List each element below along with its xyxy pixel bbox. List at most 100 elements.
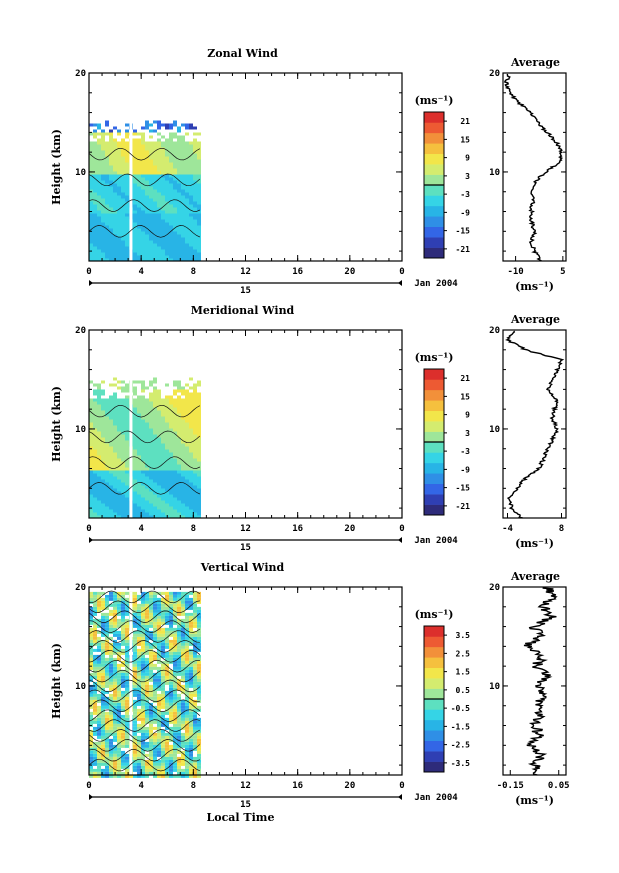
heatmap-cell bbox=[133, 210, 137, 214]
heatmap-cell bbox=[169, 398, 173, 402]
heatmap-cell bbox=[89, 255, 93, 259]
heatmap-cell bbox=[177, 732, 181, 736]
heatmap-cell bbox=[117, 630, 121, 634]
heatmap-cell bbox=[161, 446, 165, 450]
heatmap-cell bbox=[89, 651, 93, 655]
heatmap-cell bbox=[169, 464, 173, 468]
heatmap-cell bbox=[177, 726, 181, 730]
heatmap-cell bbox=[197, 246, 201, 250]
heatmap-cell bbox=[197, 594, 201, 598]
heatmap-cell bbox=[117, 723, 121, 727]
heatmap-cell bbox=[97, 630, 101, 634]
heatmap-cell bbox=[93, 135, 97, 139]
heatmap-cell bbox=[125, 440, 129, 444]
heatmap-cell bbox=[197, 132, 201, 136]
heatmap-cell bbox=[169, 395, 173, 399]
heatmap-cell bbox=[165, 219, 169, 223]
heatmap-cell bbox=[133, 774, 137, 778]
heatmap-cell bbox=[105, 410, 109, 414]
heatmap-cell bbox=[177, 624, 181, 628]
heatmap-cell bbox=[185, 389, 189, 393]
heatmap-cell bbox=[189, 714, 193, 718]
heatmap-cell bbox=[145, 237, 149, 241]
heatmap-cell bbox=[101, 705, 105, 709]
heatmap-cell bbox=[153, 491, 157, 495]
heatmap-cell bbox=[197, 672, 201, 676]
heatmap-cell bbox=[165, 180, 169, 184]
heatmap-cell bbox=[145, 258, 149, 262]
heatmap-cell bbox=[189, 225, 193, 229]
heatmap-cell bbox=[181, 192, 185, 196]
colorbar-segment bbox=[424, 143, 444, 155]
heatmap-cell bbox=[153, 461, 157, 465]
heatmap-cell bbox=[145, 452, 149, 456]
heatmap-cell bbox=[121, 726, 125, 730]
heatmap-cell bbox=[181, 497, 185, 501]
heatmap-cell bbox=[157, 410, 161, 414]
heatmap-cell bbox=[197, 165, 201, 169]
heatmap-cell bbox=[161, 509, 165, 513]
heatmap-cell bbox=[125, 515, 129, 519]
heatmap-cell bbox=[173, 219, 177, 223]
heatmap-cell bbox=[133, 711, 137, 715]
heatmap-cell bbox=[153, 377, 157, 381]
profile-y-tick-label: 20 bbox=[489, 326, 500, 336]
heatmap-cell bbox=[133, 594, 137, 598]
heatmap-cell bbox=[157, 696, 161, 700]
heatmap-cell bbox=[169, 144, 173, 148]
heatmap-cell bbox=[193, 222, 197, 226]
heatmap-cell bbox=[169, 630, 173, 634]
heatmap-cell bbox=[193, 198, 197, 202]
heatmap-cell bbox=[157, 491, 161, 495]
heatmap-cell bbox=[169, 744, 173, 748]
heatmap-cell bbox=[113, 768, 117, 772]
heatmap-cell bbox=[101, 419, 105, 423]
heatmap-cell bbox=[173, 404, 177, 408]
heatmap-cell bbox=[185, 624, 189, 628]
heatmap-cell bbox=[193, 464, 197, 468]
heatmap-cell bbox=[101, 675, 105, 679]
colorbar-tick-label: -2.5 bbox=[451, 741, 470, 750]
heatmap-cell bbox=[173, 210, 177, 214]
heatmap-cell bbox=[93, 612, 97, 616]
heatmap-cell bbox=[97, 467, 101, 471]
heatmap-cell bbox=[125, 123, 129, 127]
heatmap-cell bbox=[121, 479, 125, 483]
heatmap-cell bbox=[141, 639, 145, 643]
heatmap-cell bbox=[133, 389, 137, 393]
heatmap-cell bbox=[185, 413, 189, 417]
heatmap-cell bbox=[189, 741, 193, 745]
heatmap-cell bbox=[97, 159, 101, 163]
heatmap-cell bbox=[161, 234, 165, 238]
heatmap-cell bbox=[93, 132, 97, 136]
heatmap-cell bbox=[137, 675, 141, 679]
heatmap-cell bbox=[157, 449, 161, 453]
heatmap-cell bbox=[149, 186, 153, 190]
heatmap-cell bbox=[93, 675, 97, 679]
heatmap-cell bbox=[141, 744, 145, 748]
heatmap-cell bbox=[109, 174, 113, 178]
heatmap-cell bbox=[165, 756, 169, 760]
heatmap-cell bbox=[173, 639, 177, 643]
heatmap-cell bbox=[137, 699, 141, 703]
heatmap-cell bbox=[153, 621, 157, 625]
heatmap-cell bbox=[93, 491, 97, 495]
heatmap-cell bbox=[133, 672, 137, 676]
heatmap-cell bbox=[193, 624, 197, 628]
heatmap-cell bbox=[177, 162, 181, 166]
heatmap-cell bbox=[157, 609, 161, 613]
heatmap-cell bbox=[101, 452, 105, 456]
heatmap-cell bbox=[133, 726, 137, 730]
heatmap-cell bbox=[93, 446, 97, 450]
heatmap-cell bbox=[193, 389, 197, 393]
heatmap-cell bbox=[141, 216, 145, 220]
heatmap-cell bbox=[97, 186, 101, 190]
heatmap-cell bbox=[157, 210, 161, 214]
heatmap-cell bbox=[185, 398, 189, 402]
heatmap-cell bbox=[109, 744, 113, 748]
heatmap-cell bbox=[165, 464, 169, 468]
heatmap-cell bbox=[133, 479, 137, 483]
heatmap-cell bbox=[169, 503, 173, 507]
heatmap-cell bbox=[153, 177, 157, 181]
heatmap-cell bbox=[173, 222, 177, 226]
